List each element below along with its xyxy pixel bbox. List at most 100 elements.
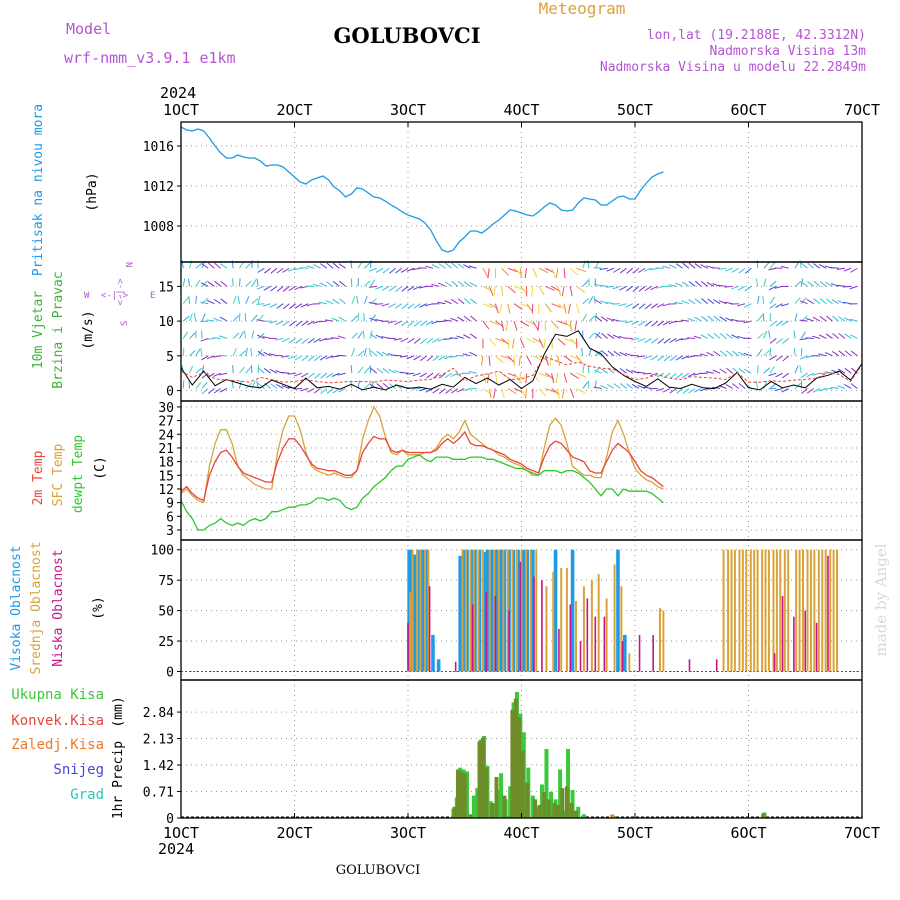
wind-arrow bbox=[399, 371, 409, 374]
wind-arrow bbox=[239, 350, 246, 357]
wind-arrow bbox=[601, 333, 609, 339]
wind-arrow bbox=[832, 315, 840, 322]
wind-arrow bbox=[413, 338, 421, 344]
wind-arrow bbox=[431, 283, 440, 287]
wind-arrow bbox=[388, 303, 396, 308]
cloud-mid-bar bbox=[560, 568, 563, 672]
wind-arrow bbox=[568, 303, 571, 314]
wind-arrow bbox=[220, 280, 228, 287]
wind-arrow bbox=[499, 303, 503, 314]
wind-arrow bbox=[831, 350, 840, 357]
wind-arrow bbox=[444, 372, 452, 379]
wind-tick-label: 10 bbox=[158, 315, 174, 330]
wind-arrow bbox=[201, 382, 208, 389]
wind-arrow bbox=[488, 320, 499, 326]
wind-arrow bbox=[456, 388, 465, 393]
precip-tick-label: 0 bbox=[166, 812, 174, 827]
wind-arrow bbox=[626, 383, 634, 389]
wind-arrow bbox=[619, 367, 627, 374]
precip-conv-bar bbox=[533, 799, 538, 818]
wind-arrow bbox=[595, 332, 602, 339]
compass-ew: <-|-> bbox=[101, 291, 129, 301]
wind-arrow bbox=[625, 368, 633, 374]
wind-arrow bbox=[470, 315, 477, 322]
wind-arrow bbox=[425, 265, 434, 269]
wind-arrow bbox=[468, 265, 477, 269]
wind-arrow bbox=[650, 285, 658, 291]
wind-arrow bbox=[189, 365, 194, 374]
cloud-high-bar bbox=[413, 554, 417, 672]
cloud-low-bar bbox=[815, 622, 818, 672]
wind-arrow bbox=[187, 278, 191, 287]
precip-total-bar bbox=[549, 791, 554, 818]
precip-conv-bar bbox=[520, 750, 525, 818]
wind-arrow bbox=[507, 267, 518, 273]
wind-arrow bbox=[599, 267, 608, 271]
wind-arrow bbox=[744, 368, 752, 374]
wind-arrow bbox=[295, 320, 303, 327]
wind-arrow bbox=[551, 268, 557, 278]
wind-arrow bbox=[200, 282, 209, 287]
wind-arrow bbox=[687, 337, 696, 339]
cloud-mid-bar bbox=[756, 549, 759, 672]
wind-arrow bbox=[650, 355, 658, 361]
cloud-mid-bar bbox=[798, 549, 801, 672]
wind-arrow bbox=[838, 350, 846, 357]
precip-total-bar bbox=[499, 773, 504, 818]
wind-arrow bbox=[569, 267, 579, 276]
wind-arrow bbox=[600, 368, 609, 374]
wind-arrow bbox=[276, 303, 284, 309]
temp2m-line bbox=[180, 430, 664, 502]
wind-arrow bbox=[182, 315, 190, 322]
wind-arrow bbox=[757, 295, 760, 304]
wind-arrow bbox=[663, 355, 671, 362]
wind-arrow bbox=[376, 367, 384, 374]
cloud-mid-bar bbox=[761, 549, 764, 672]
wind-arrow bbox=[700, 264, 708, 269]
wind-arrow bbox=[731, 285, 740, 290]
wind-arrow bbox=[507, 372, 518, 378]
wind-arrow bbox=[195, 367, 203, 374]
wind-arrow bbox=[281, 371, 290, 374]
wind-arrow bbox=[850, 267, 858, 273]
x-tick-label-bottom: 4OCT bbox=[503, 824, 539, 842]
wind-arrow bbox=[420, 355, 428, 362]
wind-arrow bbox=[681, 355, 690, 360]
cloud-mid-bar bbox=[722, 549, 725, 672]
wind-arrow bbox=[507, 355, 516, 364]
wind-arrow bbox=[593, 369, 602, 374]
wind-arrow bbox=[831, 369, 839, 374]
wind-arrow bbox=[438, 355, 446, 361]
wind-arrow bbox=[794, 365, 799, 374]
wind-arrow bbox=[370, 350, 378, 357]
cloud-low-bar bbox=[827, 555, 829, 672]
wind-arrow bbox=[763, 278, 767, 287]
cloud-high-bar bbox=[521, 549, 526, 672]
wind-arrow bbox=[482, 373, 487, 383]
wind-arrow bbox=[313, 388, 321, 394]
cloud-mid-bar bbox=[472, 549, 475, 672]
wind-arrow bbox=[843, 285, 852, 288]
precip-conv-bar bbox=[537, 804, 542, 818]
wind-arrow bbox=[613, 267, 621, 273]
wind-arrow bbox=[744, 285, 752, 292]
wind-arrow bbox=[457, 298, 465, 305]
wind-arrow bbox=[400, 337, 409, 343]
x-tick-label-bottom: 3OCT bbox=[390, 824, 426, 842]
wind-arrow bbox=[482, 303, 493, 309]
wind-arrow bbox=[713, 350, 721, 357]
wind-arrow bbox=[626, 267, 634, 274]
cloud-mid-bar bbox=[488, 549, 491, 672]
wind-arrow bbox=[619, 267, 627, 274]
wind-arrow bbox=[288, 355, 296, 360]
wind-arrow bbox=[351, 332, 358, 339]
wind-arrow bbox=[763, 380, 768, 389]
wind-arrow bbox=[338, 316, 346, 322]
wind-arrow bbox=[757, 332, 765, 339]
wind-arrow bbox=[400, 355, 409, 358]
wind-arrow bbox=[513, 320, 518, 331]
wind-arrow bbox=[538, 338, 544, 348]
wind-arrow bbox=[307, 355, 315, 362]
wind-arrow bbox=[781, 388, 790, 393]
wind-arrow bbox=[732, 383, 740, 389]
